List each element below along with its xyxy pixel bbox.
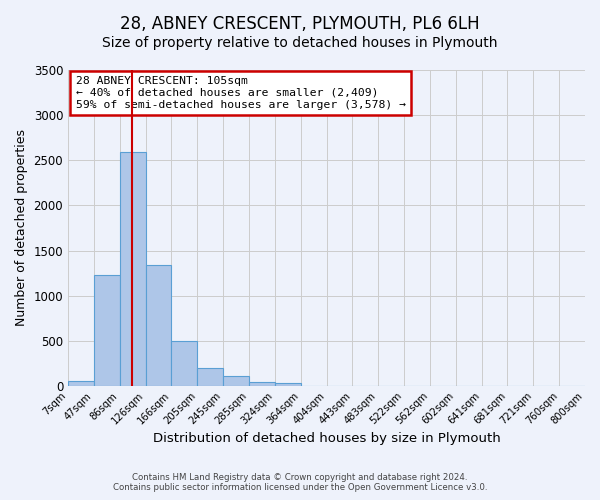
Text: 28, ABNEY CRESCENT, PLYMOUTH, PL6 6LH: 28, ABNEY CRESCENT, PLYMOUTH, PL6 6LH — [120, 15, 480, 33]
Bar — [94, 275, 120, 386]
Bar — [275, 383, 301, 386]
Text: Contains HM Land Registry data © Crown copyright and database right 2024.
Contai: Contains HM Land Registry data © Crown c… — [113, 473, 487, 492]
Text: 28 ABNEY CRESCENT: 105sqm
← 40% of detached houses are smaller (2,409)
59% of se: 28 ABNEY CRESCENT: 105sqm ← 40% of detac… — [76, 76, 406, 110]
Bar — [172, 341, 197, 386]
X-axis label: Distribution of detached houses by size in Plymouth: Distribution of detached houses by size … — [152, 432, 500, 445]
Bar — [249, 382, 275, 386]
Bar — [223, 376, 249, 386]
Text: Size of property relative to detached houses in Plymouth: Size of property relative to detached ho… — [102, 36, 498, 50]
Bar — [120, 152, 146, 386]
Bar — [197, 368, 223, 386]
Bar — [146, 265, 172, 386]
Y-axis label: Number of detached properties: Number of detached properties — [15, 130, 28, 326]
Bar — [68, 382, 94, 386]
